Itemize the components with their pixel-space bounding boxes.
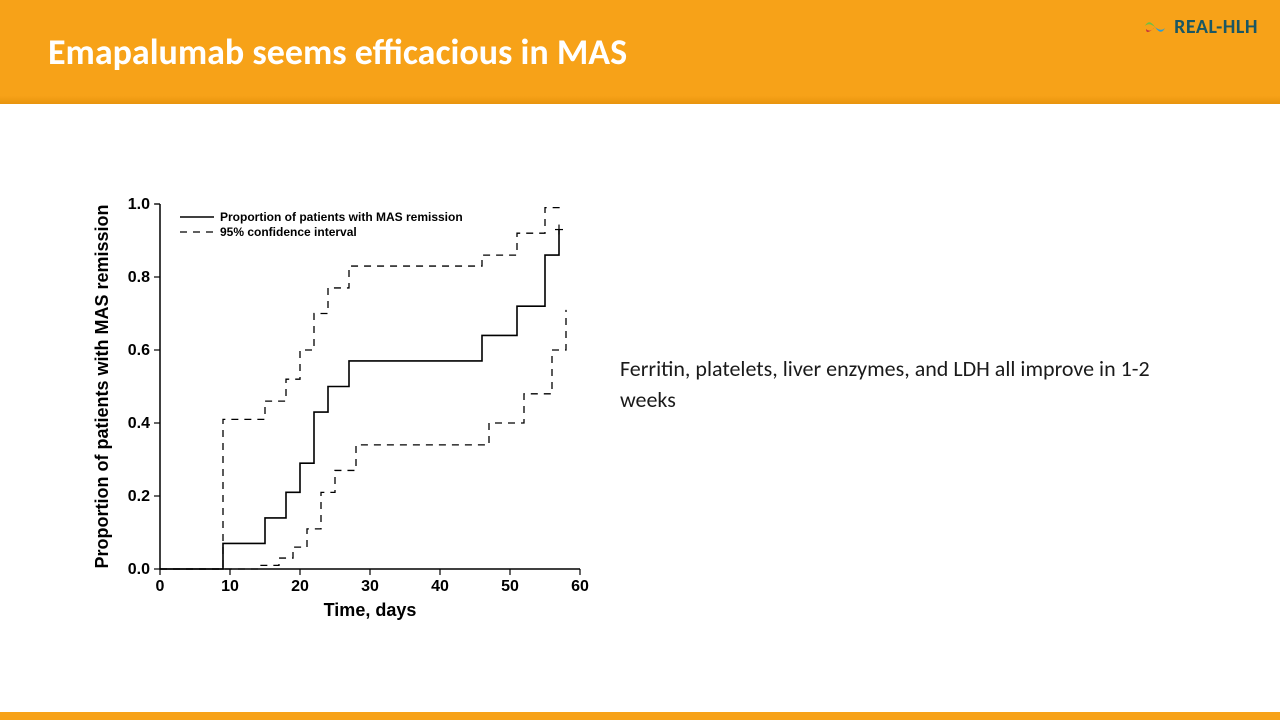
svg-text:10: 10 — [221, 578, 239, 595]
slide-title: Emapalumab seems efficacious in MAS — [48, 30, 627, 74]
footer-bar — [0, 712, 1280, 720]
svg-text:95% confidence interval: 95% confidence interval — [220, 225, 357, 239]
chart-container: 0.0 0.2 0.4 0.6 0.8 1.0 0 10 20 30 40 50 60 Time, day… — [0, 194, 620, 712]
svg-text:0.2: 0.2 — [128, 488, 150, 505]
brand-logo-text: REAL-HLH — [1174, 15, 1258, 39]
svg-text:20: 20 — [291, 578, 309, 595]
svg-text:Time, days: Time, days — [324, 600, 417, 620]
text-container: Ferritin, platelets, liver enzymes, and … — [620, 194, 1280, 712]
slide-content: 0.0 0.2 0.4 0.6 0.8 1.0 0 10 20 30 40 50 60 Time, day… — [0, 104, 1280, 712]
svg-text:0.0: 0.0 — [128, 561, 150, 578]
brand-logo: REAL-HLH — [1142, 14, 1258, 40]
svg-text:30: 30 — [361, 578, 379, 595]
pinwheel-icon — [1142, 14, 1168, 40]
svg-text:60: 60 — [571, 578, 589, 595]
body-text: Ferritin, platelets, liver enzymes, and … — [620, 354, 1180, 416]
svg-text:0.8: 0.8 — [128, 269, 150, 286]
svg-text:0: 0 — [156, 578, 165, 595]
svg-text:1.0: 1.0 — [128, 196, 150, 213]
svg-text:Proportion of patients with MA: Proportion of patients with MAS remissio… — [220, 210, 463, 224]
svg-text:0.6: 0.6 — [128, 342, 150, 359]
svg-text:0.4: 0.4 — [128, 415, 150, 432]
kaplan-meier-chart: 0.0 0.2 0.4 0.6 0.8 1.0 0 10 20 30 40 50 60 Time, day… — [90, 194, 590, 624]
slide-header: Emapalumab seems efficacious in MAS REAL… — [0, 0, 1280, 104]
svg-text:50: 50 — [501, 578, 519, 595]
svg-text:40: 40 — [431, 578, 449, 595]
svg-text:Proportion of patients with MA: Proportion of patients with MAS remissio… — [92, 204, 112, 568]
